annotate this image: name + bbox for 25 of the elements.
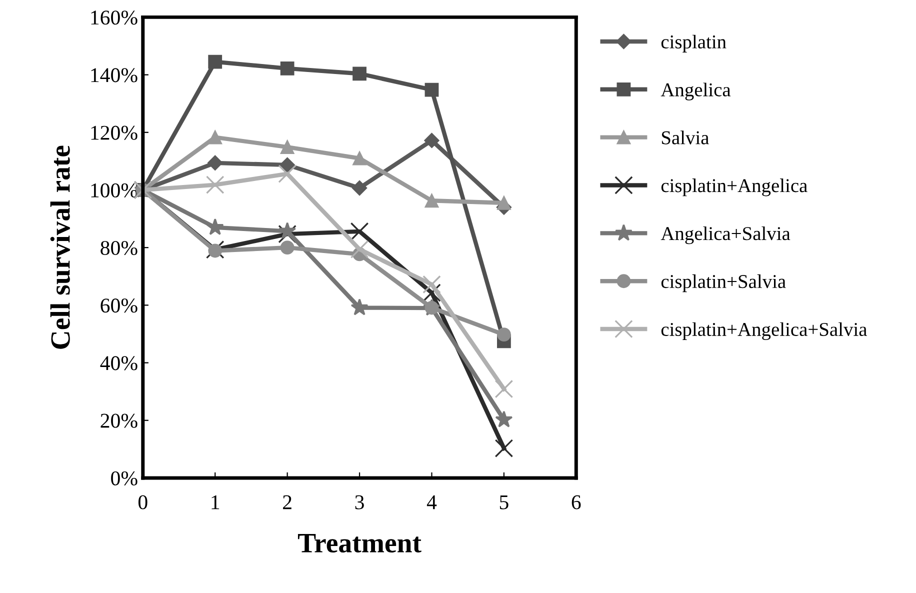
y-tick-label: 0% <box>111 471 138 486</box>
legend-label: cisplatin+Salvia <box>661 274 786 292</box>
x-tick-label: 2 <box>283 495 292 510</box>
x-tick-label: 1 <box>212 495 220 510</box>
legend-label: Angelica+Salvia <box>660 226 790 244</box>
x-axis-title: Treatment <box>298 534 422 553</box>
legend-label: cisplatin+Angelica <box>661 178 808 196</box>
legend-label: Salvia <box>662 130 709 144</box>
x-tick-label: 4 <box>426 495 437 510</box>
legend-label: Angelica <box>660 82 731 100</box>
x-tick-label: 5 <box>500 495 508 510</box>
x-tick-label: 3 <box>355 495 364 510</box>
legend-label: cisplatin+Angelica+Salvia <box>661 322 867 340</box>
y-tick-label: 100% <box>91 183 138 198</box>
y-tick-label: 160% <box>91 10 138 25</box>
y-tick-label: 120% <box>91 126 138 140</box>
y-axis-title: Cell survival rate <box>50 146 70 349</box>
x-tick-label: 6 <box>572 495 581 510</box>
y-tick-label: 60% <box>100 298 138 313</box>
y-tick-label: 140% <box>91 68 138 82</box>
x-tick-label: 0 <box>138 495 148 510</box>
y-tick-label: 20% <box>100 414 138 428</box>
legend-label: cisplatin <box>661 34 726 52</box>
y-tick-label: 80% <box>100 240 138 256</box>
y-tick-label: 40% <box>100 356 138 370</box>
